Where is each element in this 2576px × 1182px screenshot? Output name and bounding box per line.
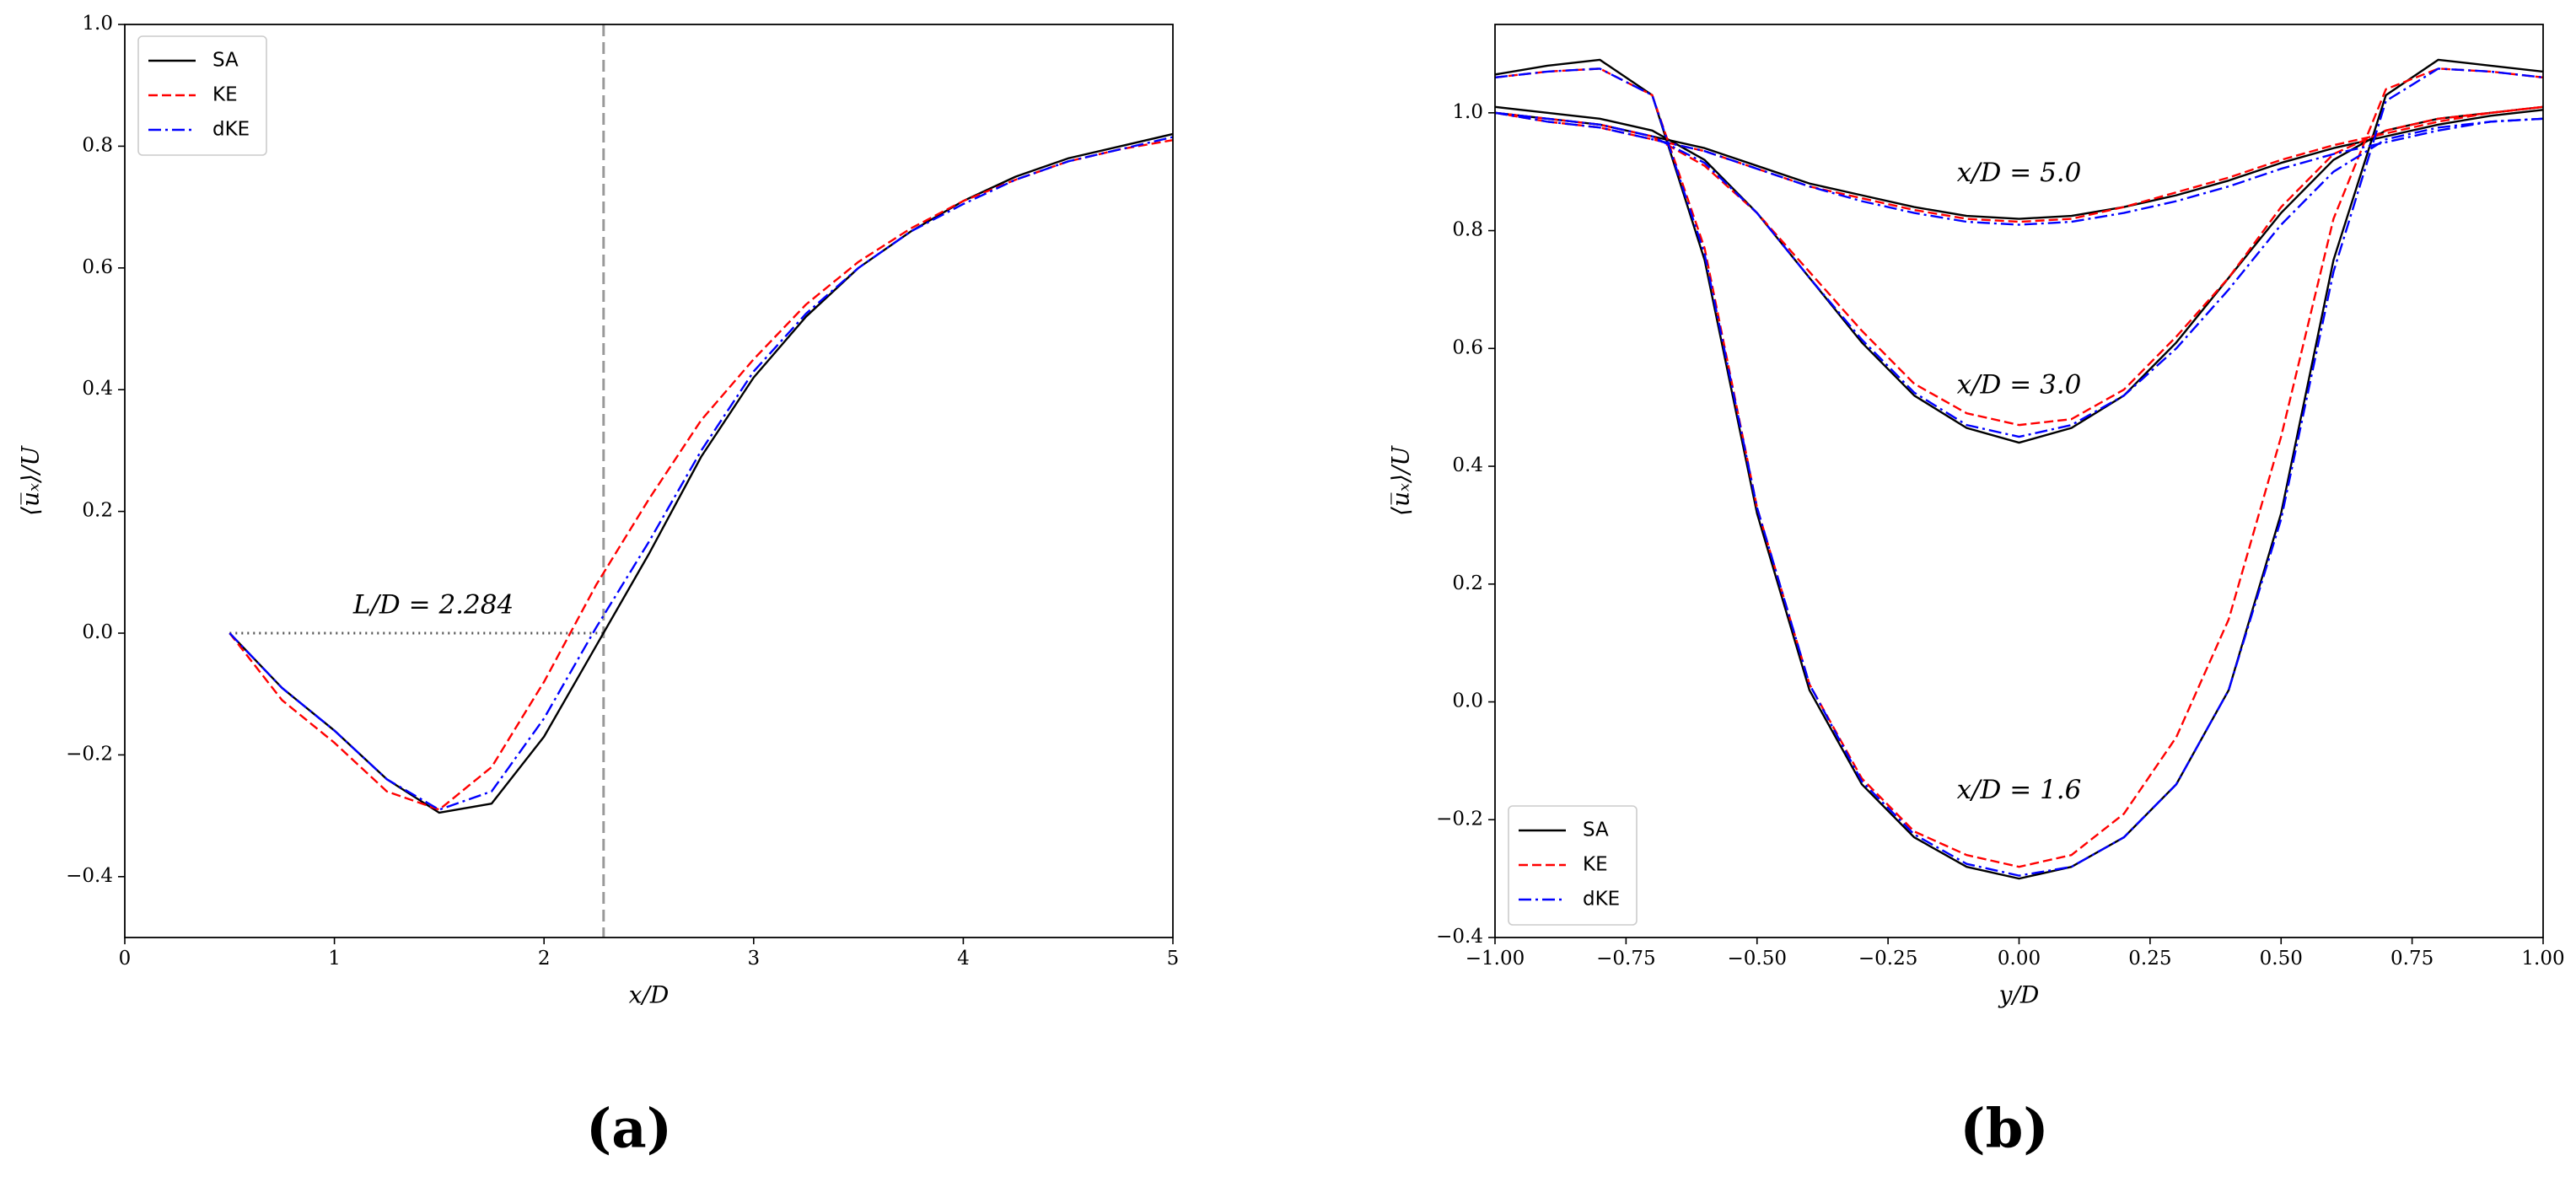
series-group (229, 132, 1173, 814)
series-line (229, 138, 1173, 811)
legend-box (137, 35, 267, 156)
series-line (1495, 67, 2543, 868)
legend-label: dKE (1583, 889, 1620, 911)
y-axis-label: ⟨u̅ₓ⟩/U (1387, 445, 1415, 516)
caption: (b) (1960, 1098, 2048, 1161)
x-tick-label: 0.00 (1998, 948, 2041, 970)
series-group (1495, 58, 2543, 880)
y-tick-label: 0.6 (1452, 336, 1483, 358)
legend-label: KE (1583, 854, 1608, 876)
x-tick-label: 1.00 (2521, 948, 2564, 970)
y-tick-label: −0.2 (1436, 808, 1483, 830)
x-tick-label: −0.50 (1728, 948, 1787, 970)
y-axis-label: ⟨u̅ₓ⟩/U (17, 445, 45, 516)
x-axis-label: y/D (1998, 981, 2040, 1009)
y-tick-label: −0.4 (1436, 926, 1483, 948)
y-tick-label: 1.0 (82, 13, 113, 35)
profile-label: x/D = 1.6 (1957, 775, 2082, 805)
y-tick-label: 1.0 (1452, 101, 1483, 123)
y-tick-label: 0.4 (1452, 454, 1483, 476)
x-tick-label: −1.00 (1465, 948, 1525, 970)
legend-label: SA (212, 50, 239, 72)
x-tick-label: 2 (538, 948, 551, 970)
caption: (a) (586, 1098, 672, 1161)
x-tick-label: 4 (957, 948, 970, 970)
y-tick-label: 0.8 (1452, 219, 1483, 241)
x-tick-label: 3 (747, 948, 760, 970)
legend-label: SA (1583, 819, 1609, 841)
y-tick-label: 0.0 (82, 621, 113, 643)
series-line (229, 136, 1173, 811)
x-tick-label: 0 (119, 948, 132, 970)
y-tick-label: 0.6 (82, 256, 113, 278)
profile-label: x/D = 3.0 (1957, 369, 2082, 400)
y-tick-label: −0.4 (66, 865, 113, 887)
profile-label: x/D = 5.0 (1957, 158, 2082, 188)
y-tick-label: 0.8 (82, 134, 113, 156)
x-tick-label: −0.25 (1858, 948, 1917, 970)
x-tick-label: 0.75 (2390, 948, 2433, 970)
y-tick-label: 0.2 (82, 500, 113, 522)
series-line (1495, 105, 2543, 444)
panel: −1.00 −0.75 −0.50 −0.25 0.00 0.25 0.50 0.75 1.00… (1387, 24, 2565, 1161)
y-tick-label: 0.4 (82, 378, 113, 400)
x-tick-label: −0.75 (1596, 948, 1655, 970)
plot-frame (124, 24, 1174, 938)
legend-box (1508, 805, 1638, 926)
x-tick-label: 0.50 (2260, 948, 2303, 970)
series-line (1495, 111, 2543, 438)
legend-label: KE (212, 84, 238, 106)
annotation: L/D = 2.284 (352, 590, 514, 621)
series-line (1495, 111, 2543, 226)
legend-label: dKE (212, 119, 250, 141)
y-tick-label: −0.2 (66, 743, 113, 765)
series-line (229, 132, 1173, 814)
x-tick-label: 5 (1167, 948, 1180, 970)
x-tick-label: 0.25 (2128, 948, 2171, 970)
plot-frame (1494, 24, 2544, 938)
y-tick-label: 0.0 (1452, 690, 1483, 712)
x-tick-label: 1 (328, 948, 341, 970)
panel: 0 1 2 3 4 5 −0.4 −0.2 0.0 0.2 0.4 0.6 0.8 1.0 L/D = 2.… (17, 13, 1180, 1161)
y-tick-label: 0.2 (1452, 572, 1483, 594)
x-axis-label: x/D (629, 981, 670, 1009)
series-line (1495, 67, 2543, 877)
